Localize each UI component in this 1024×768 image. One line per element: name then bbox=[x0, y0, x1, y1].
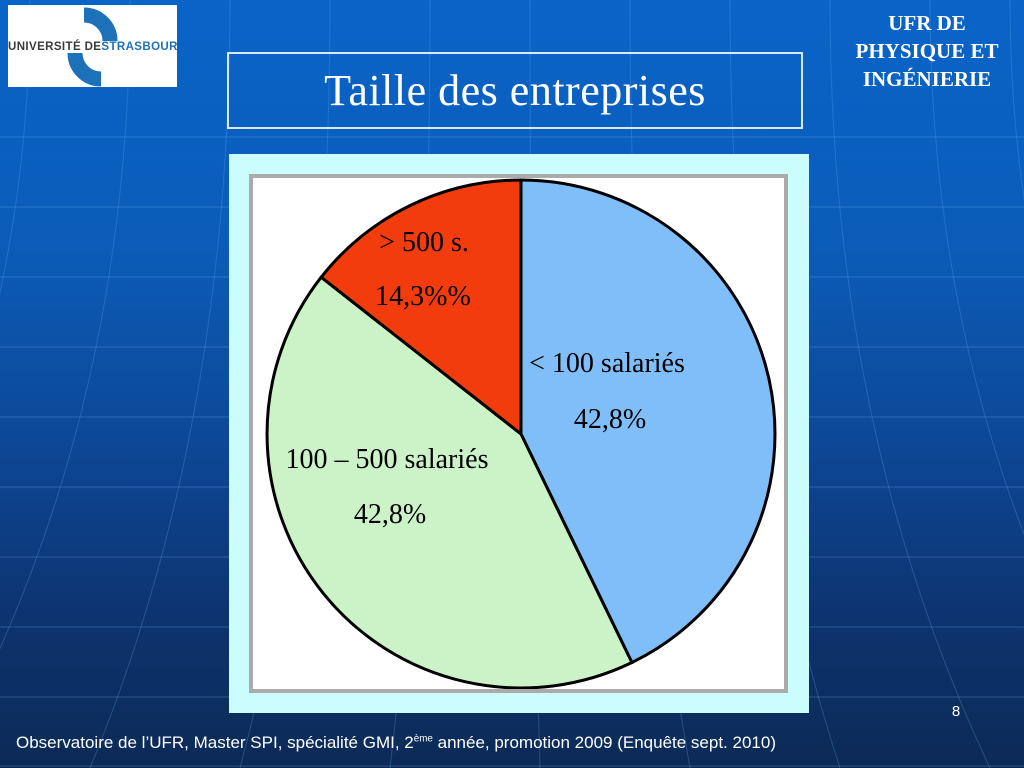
pie-chart bbox=[265, 178, 777, 689]
logo-swoosh-icon bbox=[67, 7, 118, 87]
pie-slice-100-500-salaries bbox=[265, 275, 634, 689]
logo-text: UNIVERSITÉ DESTRASBOURG bbox=[8, 41, 177, 53]
pie-value-under-100: 42,8% bbox=[573, 404, 647, 435]
logo-text-university: UNIVERSITÉ DE bbox=[8, 41, 102, 53]
logo-text-strasbourg: STRASBOURG bbox=[101, 41, 177, 53]
affiliation-text: UFR DE PHYSIQUE ET INGÉNIERIE bbox=[838, 10, 1016, 94]
caption-suffix: année, promotion 2009 (Enquête sept. 201… bbox=[432, 733, 776, 752]
footer-caption: Observatoire de l’UFR, Master SPI, spéci… bbox=[16, 733, 776, 753]
pie-label-under-100: < 100 salariés bbox=[529, 348, 685, 379]
affiliation-line-1: UFR DE bbox=[888, 11, 966, 35]
title-box: Taille des entreprises bbox=[227, 52, 803, 129]
caption-superscript: ème bbox=[413, 733, 433, 745]
slide-title: Taille des entreprises bbox=[324, 66, 706, 115]
pie-label-over-500: > 500 s. bbox=[379, 227, 469, 258]
affiliation-line-3: INGÉNIERIE bbox=[862, 66, 992, 91]
page-number: 8 bbox=[951, 703, 961, 720]
pie-label-100-500: 100 – 500 salariés bbox=[285, 444, 489, 475]
pie-value-over-500: 14,3%% bbox=[375, 281, 471, 312]
affiliation-line-2: PHYSIQUE ET bbox=[855, 38, 999, 63]
chart-frame: > 500 s. 14,3%% < 100 salariés 42,8% 100… bbox=[249, 174, 788, 693]
chart-panel: > 500 s. 14,3%% < 100 salariés 42,8% 100… bbox=[229, 154, 809, 713]
caption-prefix: Observatoire de l’UFR, Master SPI, spéci… bbox=[16, 733, 414, 752]
pie-value-100-500: 42,8% bbox=[353, 499, 427, 530]
pie-slice-over-500-salaries bbox=[319, 178, 523, 438]
university-logo: UNIVERSITÉ DESTRASBOURG bbox=[8, 5, 177, 87]
pie-slice-under-100-salaries bbox=[519, 178, 777, 665]
